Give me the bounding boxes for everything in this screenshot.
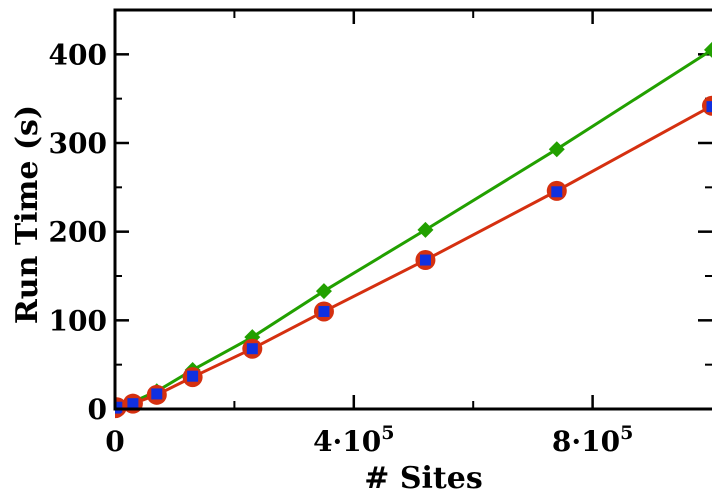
y-axis-label: Run Time (s) [10, 105, 45, 324]
diamond-marker [548, 141, 565, 158]
y-tick-label: 200 [49, 216, 107, 249]
y-tick-label: 100 [49, 304, 107, 337]
x-tick-label: 8·105 [552, 422, 633, 458]
square-marker [318, 305, 330, 317]
square-marker [187, 370, 199, 382]
square-marker [706, 101, 712, 113]
diamond-marker [417, 221, 434, 238]
square-marker [151, 388, 163, 400]
x-tick-label: 0 [105, 425, 124, 458]
series-line-0 [115, 48, 712, 409]
tick-labels: 0 100 200 300 400 0 4·105 8·105 [49, 38, 634, 458]
plot-frame [113, 8, 712, 411]
y-tick-label: 300 [49, 127, 107, 160]
square-marker [127, 398, 139, 410]
square-marker [419, 254, 431, 266]
square-marker [246, 343, 258, 355]
square-marker [551, 186, 563, 198]
y-tick-label: 0 [88, 393, 107, 426]
diamond-marker [704, 41, 712, 58]
series-layer [115, 41, 712, 419]
x-tick-label: 4·105 [313, 422, 394, 458]
x-axis-label: # Sites [364, 461, 482, 494]
axis-ticks [113, 10, 712, 411]
diamond-marker [315, 283, 332, 300]
square-marker [115, 401, 123, 413]
y-tick-label: 400 [49, 38, 107, 71]
